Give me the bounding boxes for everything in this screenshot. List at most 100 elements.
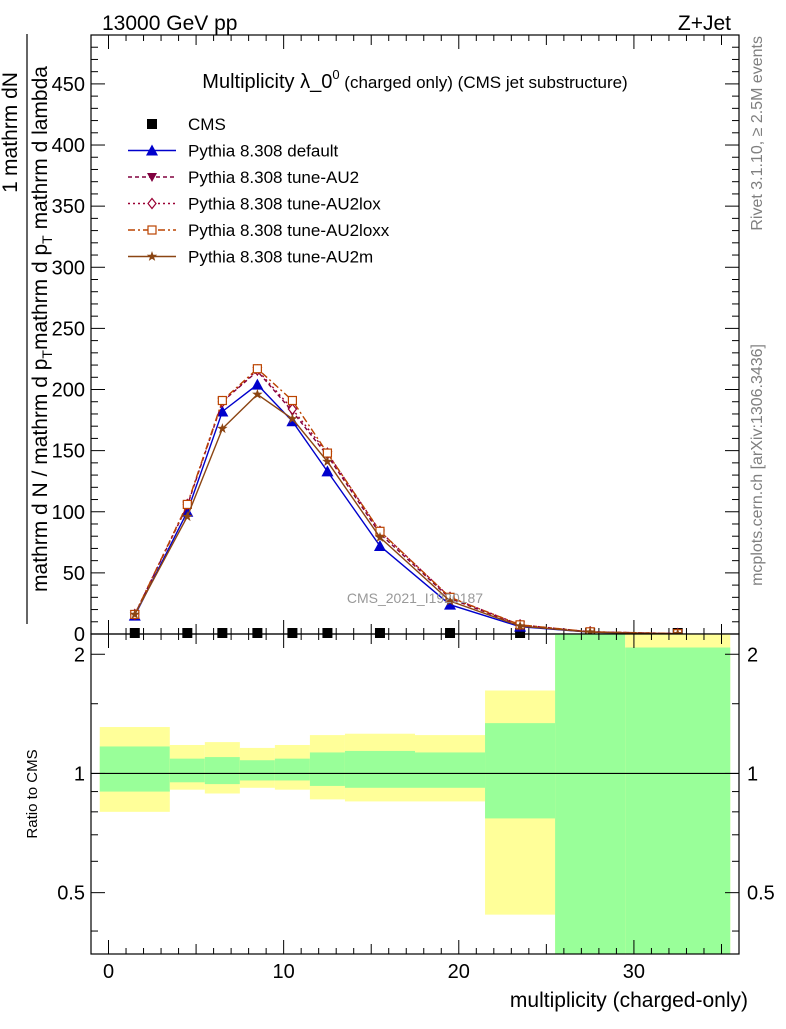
y-tick-label: 50 (63, 563, 85, 585)
ratio-y-tick-label: 0.5 (747, 883, 775, 905)
data-point (584, 626, 596, 637)
data-point (147, 197, 157, 210)
data-point (147, 119, 157, 129)
data-point (515, 628, 526, 638)
data-point (147, 173, 157, 182)
data-point (129, 608, 140, 619)
ratio-plot-panel: 0.5 0.5 1 1 2 2 (57, 633, 775, 955)
ratio-band-inner (239, 760, 275, 781)
ratio-band-inner (204, 757, 240, 785)
energy-label: 13000 GeV pp (102, 12, 237, 35)
data-point (182, 511, 193, 522)
ratio-y-tick-label: 1 (747, 763, 758, 785)
data-point (252, 388, 263, 399)
x-tick-label: 20 (448, 961, 470, 983)
y-tick-label: 0 (74, 624, 85, 646)
y-label-den-mid: mathrm d p (29, 244, 52, 350)
main-axis-ticks: 0 50 100 150 200 250 300 350 400 450 (52, 35, 739, 646)
data-point (217, 423, 228, 434)
ratio-y-tick-label: 2 (747, 644, 758, 666)
data-point (374, 628, 385, 638)
data-point (672, 628, 683, 639)
ratio-band-inner (169, 758, 205, 783)
ratio-y-tick-label: 0.5 (57, 883, 85, 905)
y-tick-label: 200 (52, 380, 85, 402)
ratio-band-inner (309, 752, 345, 786)
data-point (182, 628, 193, 638)
ratio-plot-frame (90, 633, 740, 955)
watermark-label: CMS_2021_I1920187 (347, 590, 483, 606)
ratio-band-inner (99, 746, 170, 792)
data-point (217, 628, 228, 638)
data-point (373, 539, 386, 551)
data-point (252, 628, 263, 638)
ratio-band-inner (485, 723, 556, 819)
data-point (146, 251, 158, 261)
data-point (322, 448, 333, 458)
x-tick-label: 0 (103, 961, 114, 983)
legend-label: Pythia 8.308 tune-AU2loxx (188, 221, 390, 240)
legend-label: Pythia 8.308 default (188, 142, 339, 161)
y-tick-label: 150 (52, 441, 85, 463)
ratio-bands-group (99, 634, 731, 954)
legend-label: Pythia 8.308 tune-AU2 (188, 168, 359, 187)
side-site-label: mcplots.cern.ch [arXiv:1306.3436] (749, 344, 766, 586)
legend-item-au2: Pythia 8.308 tune-AU2 (128, 168, 359, 187)
data-point (252, 364, 262, 374)
y-label-numerator: mathrm dN (0, 72, 22, 176)
x-axis-label: multiplicity (charged-only) (510, 989, 748, 1012)
main-plot-panel: 0 50 100 150 200 250 300 350 400 450 CMS_2021_I19… (52, 34, 740, 646)
ratio-axis-ticks: 0.5 0.5 1 1 2 2 (57, 634, 775, 954)
x-tick-labels: 0 10 20 30 (103, 961, 645, 983)
data-point (445, 628, 456, 638)
legend-item-au2lox: Pythia 8.308 tune-AU2lox (128, 195, 381, 214)
plot-title-main: Multiplicity λ_0 (202, 71, 332, 93)
side-version-label: Rivet 3.1.10, ≥ 2.5M events (749, 36, 766, 231)
data-point (216, 405, 229, 417)
data-point (322, 456, 333, 467)
data-point (287, 395, 298, 406)
data-point (322, 628, 333, 638)
y-label-denominator: mathrm d N / mathrm d pTmathrm d pT math… (29, 66, 55, 592)
data-point (321, 465, 334, 477)
data-point (147, 225, 157, 235)
data-point (217, 395, 227, 406)
y-tick-label: 250 (52, 318, 85, 340)
data-point (444, 595, 456, 606)
x-tick-label: 10 (273, 961, 295, 983)
y-label-den-main: mathrm d N / mathrm d p (29, 359, 52, 592)
data-point (146, 144, 158, 156)
y-label-den-tail: mathrm d lambda (29, 66, 52, 236)
legend-item-default: Pythia 8.308 default (128, 142, 339, 161)
ratio-band-inner (274, 758, 310, 781)
data-point (182, 499, 192, 510)
ratio-band-inner (415, 752, 486, 788)
y-tick-label: 400 (52, 135, 85, 157)
y-label-top: 1 (0, 181, 22, 193)
series-au2m (129, 388, 683, 639)
ratio-band-inner (344, 750, 415, 788)
data-point (374, 531, 386, 542)
y-tick-label: 450 (52, 74, 85, 96)
ratio-y-tick-label: 1 (74, 763, 85, 785)
main-series-group (128, 363, 684, 640)
plot-title-tail: (charged only) (CMS jet substructure) (340, 73, 628, 92)
plot-title-sup: 0 (332, 67, 339, 82)
x-tick-label: 30 (623, 961, 645, 983)
data-point (444, 598, 457, 610)
ratio-band-inner (555, 634, 626, 954)
y-label-den-sub2: T (39, 235, 55, 244)
ratio-y-label: Ratio to CMS (24, 749, 41, 838)
legend-item-au2loxx: Pythia 8.308 tune-AU2loxx (128, 221, 390, 240)
series-line (134, 367, 678, 635)
y-tick-label: 300 (52, 257, 85, 279)
y-tick-label: 350 (52, 196, 85, 218)
data-point (129, 628, 140, 638)
process-label: Z+Jet (678, 12, 731, 35)
y-label-den-sub: T (39, 350, 55, 359)
legend-item-data: CMS (147, 115, 226, 134)
legend-label: Pythia 8.308 tune-AU2lox (188, 195, 381, 214)
ratio-y-tick-label: 2 (74, 644, 85, 666)
data-point (251, 378, 264, 390)
legend-label: CMS (188, 115, 226, 134)
